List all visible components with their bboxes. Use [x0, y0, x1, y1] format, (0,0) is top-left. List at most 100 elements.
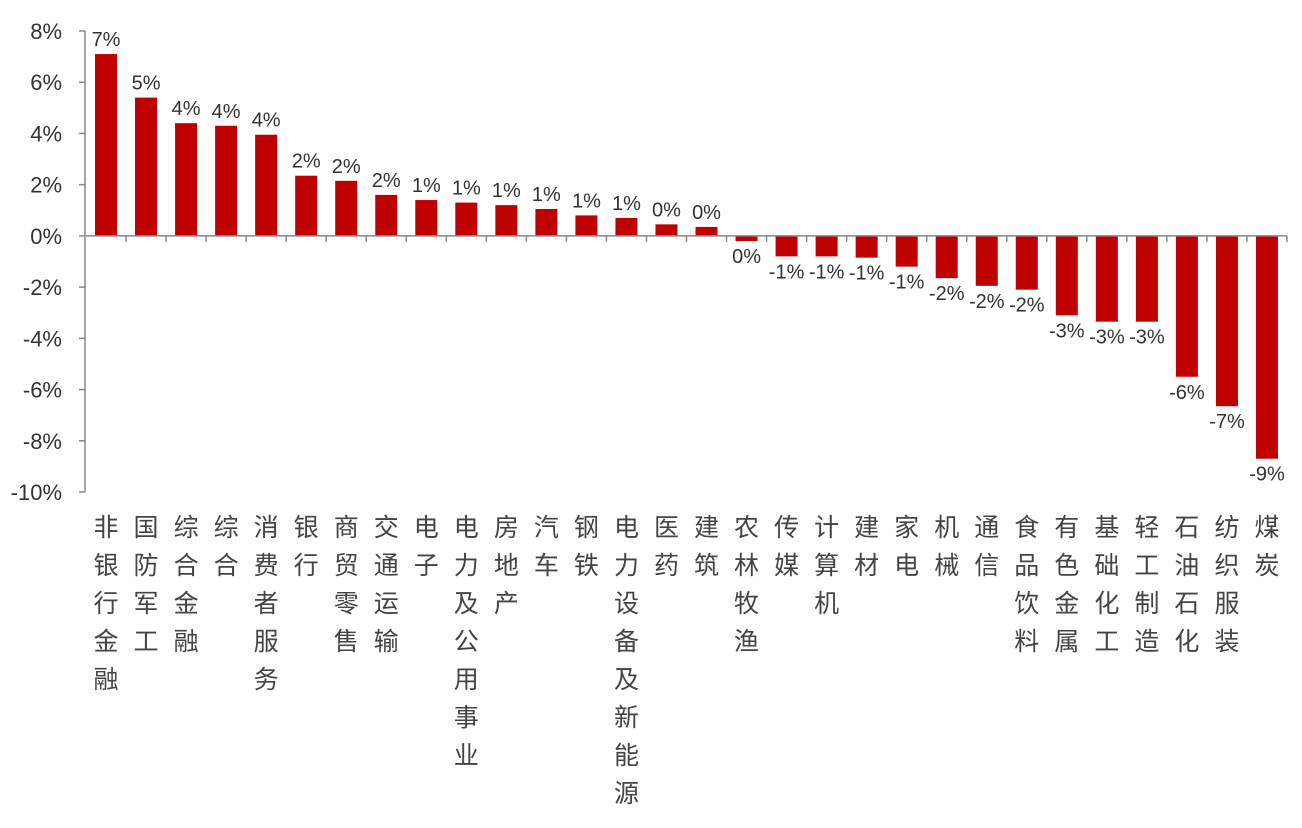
y-tick-label: 0%: [30, 224, 62, 249]
category-label: 计算机: [814, 513, 839, 618]
bar: [1135, 235, 1158, 322]
category-label: 银行: [294, 513, 319, 580]
y-tick-label: 4%: [30, 121, 62, 146]
bar: [495, 205, 518, 236]
data-label: -6%: [1169, 382, 1205, 404]
bar: [375, 194, 398, 236]
data-label: 2%: [372, 170, 401, 192]
data-label: 5%: [132, 73, 161, 95]
bar: [735, 235, 758, 242]
bar: [215, 125, 238, 236]
data-label: 0%: [652, 199, 681, 221]
category-label: 轻工制造: [1134, 513, 1159, 656]
data-label: 1%: [452, 178, 481, 200]
category-label: 综合金融: [174, 513, 199, 656]
category-label: 电力设备及新能源: [614, 513, 639, 808]
bar: [815, 235, 838, 257]
category-label: 综合: [214, 513, 239, 580]
y-tick-label: 2%: [30, 173, 62, 198]
y-tick-label: -8%: [23, 429, 62, 454]
category-label: 商贸零售: [334, 513, 359, 656]
bar: [1095, 235, 1118, 322]
data-label: -1%: [809, 261, 845, 283]
bar: [295, 175, 318, 236]
category-label: 医药: [654, 513, 679, 580]
category-label: 煤炭: [1254, 513, 1279, 580]
bar: [935, 235, 958, 279]
y-tick-label: 6%: [30, 70, 62, 95]
bar: [1175, 235, 1198, 377]
bar: [95, 54, 118, 236]
bar: [455, 202, 478, 236]
data-label: -2%: [969, 291, 1005, 313]
data-label: 1%: [572, 190, 601, 212]
data-label: -2%: [1009, 295, 1045, 317]
category-label: 纺织服装: [1214, 513, 1239, 656]
data-label: 0%: [692, 202, 721, 224]
data-labels-group: 7%5%4% 4% 4%2% 2%2% 1% 1% 1% 1% 1% 1% 0% 0%0%-1% -1%…: [92, 29, 1285, 486]
category-label: 消费者服务: [254, 513, 279, 694]
category-label: 交通运输: [374, 513, 399, 656]
bar: [895, 235, 918, 267]
data-label: 4%: [252, 110, 281, 132]
bar: [775, 235, 798, 257]
category-label: 机械: [934, 513, 959, 580]
category-label: 非银行金融: [94, 513, 119, 694]
category-label: 农林牧渔: [734, 513, 759, 656]
y-tick-label: -4%: [23, 326, 62, 351]
data-label: 7%: [92, 29, 121, 51]
data-label: -7%: [1209, 411, 1245, 433]
category-label: 有色金属: [1054, 513, 1079, 656]
data-label: -2%: [929, 283, 965, 305]
y-tick-label: -2%: [23, 275, 62, 300]
data-label: 2%: [332, 156, 361, 178]
data-label: 1%: [612, 193, 641, 215]
data-label: -1%: [849, 263, 885, 285]
bar: [255, 134, 278, 236]
data-label: 0%: [732, 246, 761, 268]
category-label: 建筑: [694, 513, 719, 580]
bars-group: [95, 54, 1278, 459]
data-label: -3%: [1129, 327, 1165, 349]
category-label: 通信: [974, 513, 999, 580]
category-label: 汽车: [534, 513, 559, 580]
bar: [1215, 235, 1238, 407]
bar: [335, 180, 358, 236]
bar: [1055, 235, 1078, 316]
category-label: 电子: [414, 513, 439, 580]
category-label: 国防军工: [134, 513, 159, 656]
data-label: -3%: [1089, 327, 1125, 349]
bar: [855, 235, 878, 258]
category-label: 电力及公用事业: [454, 513, 479, 770]
data-label: -3%: [1049, 320, 1085, 342]
bar: [415, 200, 438, 236]
data-label: 1%: [412, 175, 441, 197]
y-tick-label: -10%: [11, 480, 62, 505]
x-axis: [86, 235, 1288, 242]
bar: [175, 123, 198, 236]
bar: [1255, 235, 1278, 459]
category-label: 基础化工: [1094, 513, 1119, 656]
data-label: 1%: [532, 184, 561, 206]
data-label: -1%: [769, 261, 805, 283]
data-label: 1%: [492, 180, 521, 202]
category-label: 房地产: [494, 513, 519, 618]
category-label: 家电: [894, 513, 919, 580]
bar: [575, 215, 598, 236]
category-label: 钢铁: [574, 513, 599, 580]
data-label: 2%: [292, 151, 321, 173]
bar: [615, 217, 638, 236]
category-label: 建材: [854, 513, 879, 580]
category-labels-group: 非银行金融国防军工综合金融综合消费者服务银行商贸零售交通运输电子电力及公用事业房…: [94, 513, 1280, 808]
bar: [135, 97, 158, 236]
bar: [695, 226, 718, 236]
category-label: 传媒: [774, 513, 799, 580]
category-label: 食品饮料: [1014, 513, 1039, 656]
bar: [1015, 235, 1038, 290]
bar: [975, 235, 998, 286]
bar: [655, 224, 678, 236]
data-label: 4%: [212, 101, 241, 123]
y-axis: 8% 6% 4% 2% 0% -2% -4% -6% -8% -10%: [11, 19, 86, 505]
